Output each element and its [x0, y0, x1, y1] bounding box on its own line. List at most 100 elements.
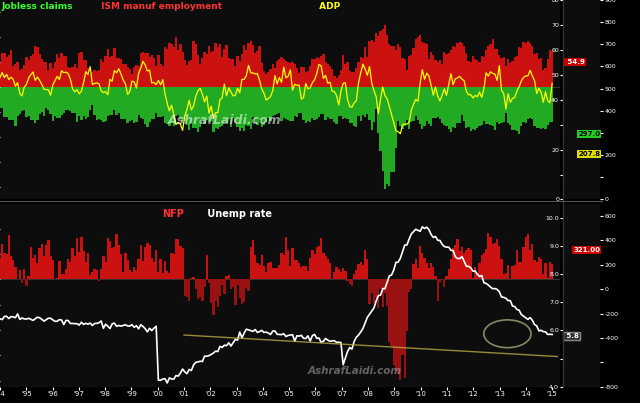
Bar: [548, 87, 551, 122]
Bar: [311, 59, 314, 87]
Bar: [129, 69, 131, 87]
Bar: [538, 257, 540, 279]
Bar: [283, 87, 285, 118]
Bar: [245, 50, 248, 87]
Bar: [511, 266, 514, 279]
Bar: [287, 62, 289, 87]
Bar: [74, 64, 76, 87]
Bar: [516, 87, 518, 131]
Bar: [520, 48, 522, 87]
Bar: [408, 56, 410, 87]
Bar: [329, 263, 331, 279]
Bar: [450, 260, 452, 279]
Bar: [452, 87, 454, 127]
Bar: [492, 87, 494, 126]
Bar: [513, 265, 516, 279]
Bar: [439, 60, 441, 87]
Bar: [144, 247, 147, 279]
Bar: [478, 62, 481, 87]
Bar: [435, 87, 436, 118]
Bar: [410, 279, 413, 289]
Bar: [168, 273, 170, 279]
Bar: [326, 259, 329, 279]
Bar: [83, 87, 84, 116]
Bar: [248, 44, 250, 87]
Bar: [410, 87, 413, 122]
Bar: [98, 70, 100, 87]
Bar: [188, 87, 190, 130]
Bar: [314, 59, 316, 87]
Bar: [522, 87, 525, 122]
Bar: [500, 58, 502, 87]
Bar: [232, 87, 234, 118]
Bar: [487, 46, 490, 87]
Bar: [84, 60, 87, 87]
Bar: [404, 59, 406, 87]
Bar: [397, 279, 399, 374]
Bar: [465, 53, 467, 87]
Bar: [500, 87, 502, 123]
Bar: [179, 44, 182, 87]
Bar: [138, 87, 140, 115]
Bar: [381, 279, 384, 307]
Bar: [430, 52, 432, 87]
Bar: [472, 56, 474, 87]
Bar: [131, 87, 133, 120]
Bar: [256, 87, 259, 125]
Bar: [465, 87, 467, 128]
Bar: [353, 72, 355, 87]
Bar: [436, 62, 439, 87]
Bar: [3, 253, 6, 279]
Bar: [309, 66, 311, 87]
Bar: [285, 60, 287, 87]
Bar: [505, 87, 507, 113]
Bar: [278, 60, 280, 87]
Bar: [424, 87, 426, 127]
Bar: [109, 87, 111, 114]
Bar: [34, 87, 36, 123]
Bar: [520, 262, 522, 279]
Bar: [472, 87, 474, 129]
Bar: [463, 46, 465, 87]
Bar: [474, 87, 476, 130]
Bar: [271, 64, 274, 87]
Bar: [6, 57, 8, 87]
Bar: [426, 87, 428, 121]
Bar: [197, 56, 199, 87]
Bar: [100, 59, 102, 87]
Bar: [225, 45, 228, 87]
Bar: [291, 87, 294, 120]
Bar: [122, 272, 124, 279]
Bar: [490, 87, 492, 125]
Bar: [228, 87, 230, 119]
Bar: [184, 279, 186, 296]
Bar: [322, 87, 324, 114]
Bar: [390, 279, 393, 347]
Bar: [17, 62, 19, 87]
Bar: [17, 278, 19, 279]
Bar: [155, 66, 157, 87]
Bar: [415, 87, 417, 116]
Bar: [298, 87, 300, 113]
Bar: [419, 246, 421, 279]
Bar: [450, 50, 452, 87]
Bar: [536, 53, 538, 87]
Bar: [193, 41, 195, 87]
Bar: [375, 33, 378, 87]
Bar: [326, 64, 329, 87]
Bar: [0, 63, 1, 87]
Bar: [529, 43, 531, 87]
Bar: [428, 87, 430, 125]
Bar: [483, 253, 485, 279]
Bar: [335, 78, 338, 87]
Bar: [179, 246, 182, 279]
Bar: [268, 263, 269, 279]
Bar: [256, 51, 259, 87]
Bar: [342, 87, 344, 119]
Bar: [210, 87, 212, 121]
Bar: [254, 255, 256, 279]
Bar: [148, 57, 151, 87]
Bar: [219, 44, 221, 87]
Bar: [318, 58, 320, 87]
Bar: [331, 87, 333, 118]
